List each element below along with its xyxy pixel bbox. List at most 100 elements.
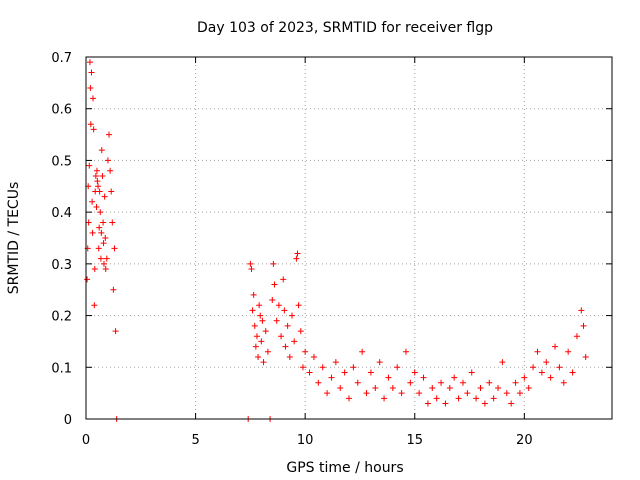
data-point bbox=[315, 379, 322, 386]
data-point bbox=[481, 400, 488, 407]
data-point bbox=[376, 359, 383, 366]
data-point bbox=[534, 348, 541, 355]
data-point bbox=[96, 224, 103, 231]
data-point bbox=[503, 390, 510, 397]
data-point bbox=[302, 348, 309, 355]
data-point bbox=[89, 198, 96, 205]
data-point bbox=[582, 353, 589, 360]
data-point bbox=[255, 353, 262, 360]
data-point bbox=[93, 167, 100, 174]
data-point bbox=[297, 328, 304, 335]
data-point bbox=[253, 333, 260, 340]
data-point bbox=[429, 384, 436, 391]
data-point bbox=[538, 369, 545, 376]
data-point bbox=[306, 369, 313, 376]
data-point bbox=[99, 172, 106, 179]
data-point bbox=[102, 235, 109, 241]
data-point bbox=[104, 157, 111, 164]
data-point bbox=[578, 307, 585, 314]
data-point bbox=[88, 69, 95, 76]
data-point bbox=[250, 291, 257, 298]
data-point bbox=[252, 343, 259, 350]
data-point bbox=[499, 359, 506, 366]
data-point bbox=[280, 276, 287, 283]
data-point bbox=[394, 364, 401, 371]
data-point bbox=[446, 384, 453, 391]
data-point bbox=[293, 255, 300, 262]
data-point bbox=[270, 260, 277, 267]
data-point bbox=[259, 317, 266, 324]
data-point bbox=[97, 255, 104, 262]
data-point bbox=[411, 369, 418, 376]
data-point bbox=[111, 245, 118, 252]
data-point bbox=[258, 338, 265, 345]
data-point bbox=[84, 276, 91, 283]
data-point bbox=[495, 384, 502, 391]
data-point bbox=[100, 260, 107, 267]
x-tick-label: 20 bbox=[516, 433, 533, 448]
data-point bbox=[273, 317, 280, 324]
x-tick-label: 0 bbox=[82, 433, 90, 448]
data-point bbox=[328, 374, 335, 381]
x-tick-label: 5 bbox=[191, 433, 199, 448]
data-point bbox=[108, 188, 115, 195]
data-point bbox=[85, 219, 92, 226]
data-point bbox=[251, 322, 258, 329]
data-point bbox=[455, 395, 462, 402]
x-tick-label: 10 bbox=[297, 433, 314, 448]
data-point bbox=[477, 384, 484, 391]
data-point bbox=[257, 312, 264, 319]
data-point bbox=[271, 281, 278, 288]
data-point bbox=[516, 390, 523, 397]
data-point bbox=[98, 147, 105, 154]
data-point bbox=[350, 364, 357, 371]
data-point bbox=[512, 379, 519, 386]
data-point bbox=[294, 250, 301, 257]
data-point bbox=[407, 379, 414, 386]
data-point bbox=[354, 379, 361, 386]
data-point bbox=[95, 183, 102, 190]
data-point bbox=[381, 395, 388, 402]
data-point bbox=[103, 255, 110, 262]
data-point bbox=[552, 343, 559, 350]
data-point bbox=[389, 384, 396, 391]
data-point bbox=[464, 390, 471, 397]
data-point bbox=[278, 333, 285, 340]
data-point bbox=[100, 219, 107, 226]
data-point bbox=[94, 178, 101, 185]
data-point bbox=[416, 390, 423, 397]
data-point bbox=[402, 348, 409, 355]
y-tick-label: 0.7 bbox=[51, 51, 72, 66]
data-point bbox=[269, 297, 276, 304]
data-point bbox=[337, 384, 344, 391]
data-point bbox=[264, 348, 271, 355]
data-point bbox=[90, 126, 97, 133]
data-point bbox=[451, 374, 458, 381]
data-markers bbox=[84, 59, 589, 422]
data-point bbox=[102, 266, 109, 273]
data-point bbox=[286, 353, 293, 360]
data-point bbox=[346, 395, 352, 402]
data-point bbox=[385, 374, 392, 381]
data-point bbox=[367, 369, 374, 376]
data-point bbox=[101, 193, 108, 200]
data-point bbox=[262, 328, 269, 335]
data-point bbox=[486, 379, 493, 386]
y-tick-labels: 0 0.1 0.2 0.3 0.4 0.5 0.6 0.7 bbox=[51, 51, 72, 428]
data-point bbox=[89, 229, 96, 236]
data-point bbox=[521, 374, 528, 381]
data-point bbox=[284, 322, 291, 329]
data-point bbox=[247, 260, 254, 267]
data-point bbox=[110, 286, 117, 293]
data-point bbox=[359, 348, 366, 355]
y-tick-label: 0.1 bbox=[51, 361, 72, 376]
data-point bbox=[580, 322, 587, 329]
data-point bbox=[95, 245, 102, 252]
data-point bbox=[565, 348, 572, 355]
data-point bbox=[107, 167, 114, 174]
data-point bbox=[112, 328, 119, 335]
data-point bbox=[543, 359, 550, 366]
data-point bbox=[90, 95, 97, 102]
data-point bbox=[341, 369, 348, 376]
